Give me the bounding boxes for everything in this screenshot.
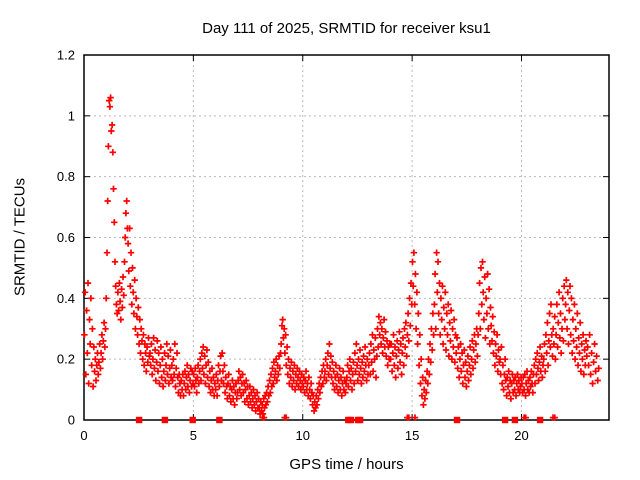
flag-square-marker — [189, 416, 196, 424]
flag-square-marker — [511, 416, 519, 424]
flag-square-marker — [161, 416, 169, 424]
scatter-points — [81, 94, 602, 421]
chart-title: Day 111 of 2025, SRMTID for receiver ksu… — [202, 20, 491, 37]
y-tick-label: 1 — [68, 108, 75, 123]
y-tick-label: 0.6 — [57, 230, 75, 245]
x-axis-label: GPS time / hours — [289, 456, 404, 473]
flag-square-marker — [347, 416, 355, 424]
y-tick-label: 0 — [68, 413, 75, 428]
flag-square-marker — [216, 416, 223, 424]
flag-square-marker — [536, 416, 544, 424]
flag-square-marker — [356, 416, 364, 424]
flag-square-marker — [453, 416, 461, 424]
y-tick-label: 0.4 — [57, 291, 75, 306]
x-tick-label: 20 — [514, 428, 528, 443]
x-tick-label: 15 — [405, 428, 419, 443]
y-tick-label: 1.2 — [57, 48, 75, 63]
flag-square-marker — [501, 416, 509, 424]
y-tick-label: 0.2 — [57, 352, 75, 367]
x-tick-label: 0 — [80, 428, 87, 443]
y-tick-label: 0.8 — [57, 169, 75, 184]
x-tick-label: 10 — [296, 428, 310, 443]
x-tick-label: 5 — [190, 428, 197, 443]
flag-square-marker — [135, 416, 143, 424]
